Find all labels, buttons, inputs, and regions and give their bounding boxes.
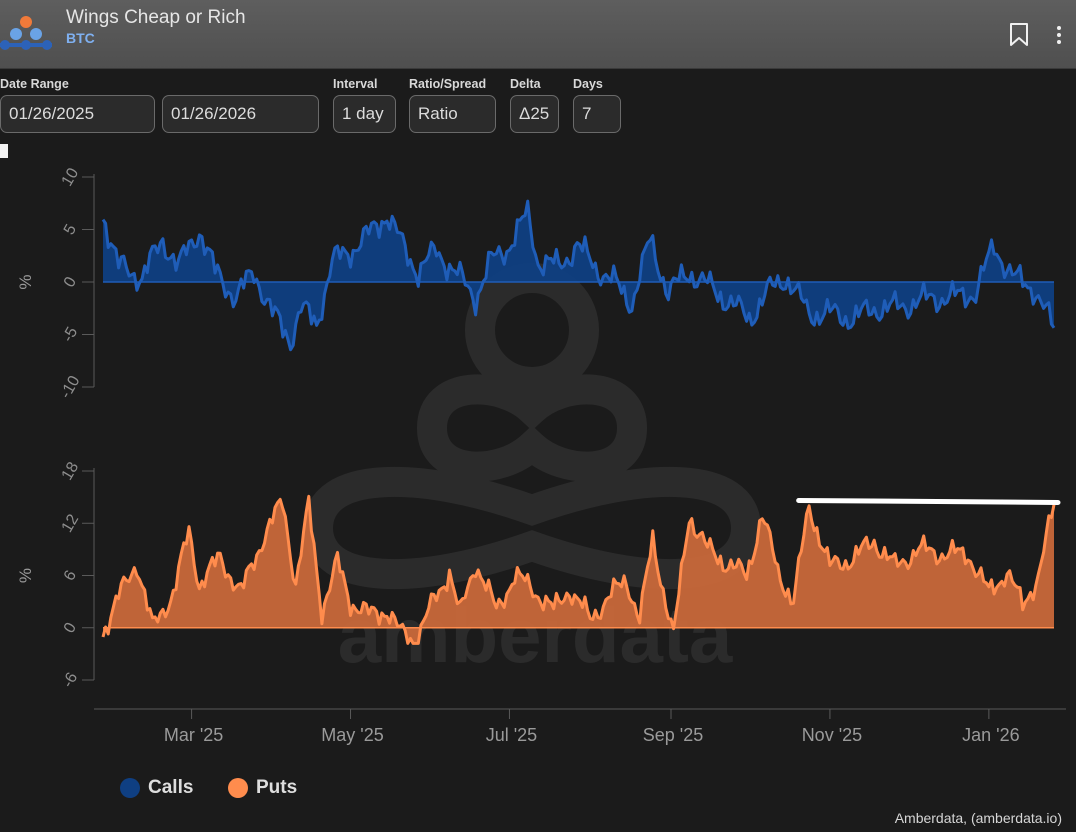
x-tick-label: Nov '25: [802, 725, 862, 745]
app-header: Wings Cheap or Rich BTC: [0, 0, 1076, 69]
calls-swatch-icon: [120, 778, 140, 798]
x-axis: Mar '25 May '25 Jul '25 Sep '25 Nov '25 Jan '…: [94, 708, 1066, 745]
interval-select[interactable]: 1 day: [333, 95, 396, 133]
annotation-line: [796, 497, 1061, 505]
y-tick-label: 0: [61, 620, 80, 636]
y-tick-label: -10: [57, 373, 83, 402]
y-tick-label: 18: [59, 459, 83, 483]
amberdata-logo-icon: [0, 16, 52, 50]
x-tick-label: Mar '25: [164, 725, 223, 745]
interval-label: Interval: [333, 77, 378, 91]
y-tick-label: 5: [61, 222, 80, 238]
y-tick-label: 10: [59, 165, 83, 189]
series-line-calls: [101, 199, 1056, 352]
date-range-label: Date Range: [0, 77, 69, 91]
legend-calls-label: Calls: [148, 777, 194, 798]
more-options-icon[interactable]: [1052, 22, 1066, 48]
start-date-input[interactable]: 01/26/2025: [0, 95, 155, 133]
delta-select[interactable]: Δ25: [510, 95, 559, 133]
x-tick-label: May '25: [321, 725, 383, 745]
amberdata-watermark: amberdata: [302, 263, 762, 679]
y-tick-label: 6: [61, 568, 80, 584]
x-tick-label: Jul '25: [486, 725, 537, 745]
y-tick-label: 12: [59, 511, 83, 535]
end-date-input[interactable]: 01/26/2026: [162, 95, 319, 133]
asset-subtitle: BTC: [66, 30, 95, 46]
legend-calls[interactable]: Calls: [120, 776, 193, 800]
y-axis-label: %: [16, 568, 35, 583]
puts-swatch-icon: [228, 778, 248, 798]
bookmark-icon[interactable]: [1008, 22, 1030, 48]
y-tick-label: -5: [60, 324, 82, 345]
days-label: Days: [573, 77, 603, 91]
ratio-spread-select[interactable]: Ratio: [409, 95, 496, 133]
series-line-puts: [101, 494, 1056, 645]
y-tick-label: -6: [60, 670, 82, 691]
x-tick-label: Jan '26: [962, 725, 1019, 745]
legend-puts-label: Puts: [256, 777, 298, 798]
delta-label: Delta: [510, 77, 541, 91]
x-tick-label: Sep '25: [643, 725, 704, 745]
y-tick-label: 0: [61, 274, 80, 290]
collapse-handle[interactable]: [0, 144, 8, 158]
legend-puts[interactable]: Puts: [228, 776, 297, 800]
puts-chart: -6 0 6 12 18%: [16, 459, 1061, 691]
page-title: Wings Cheap or Rich: [66, 7, 246, 28]
data-credit: Amberdata, (amberdata.io): [894, 810, 1062, 826]
ratio-spread-label: Ratio/Spread: [409, 77, 487, 91]
y-axis-label: %: [16, 274, 35, 289]
days-input[interactable]: 7: [573, 95, 621, 133]
